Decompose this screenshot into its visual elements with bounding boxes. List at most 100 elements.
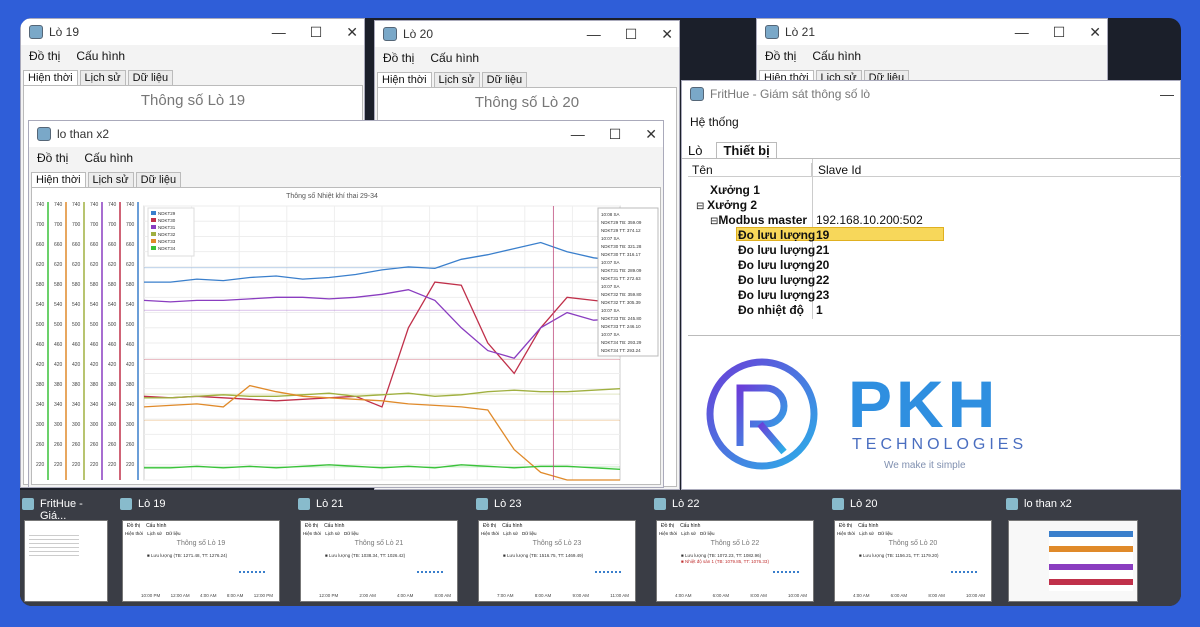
minimize-button[interactable]: — — [1160, 86, 1174, 102]
menu-item-cau-hinh[interactable]: Cấu hình — [430, 51, 480, 65]
minimize-button[interactable]: — — [1014, 24, 1029, 40]
tree-row[interactable]: Đo lưu lượng — [738, 288, 815, 302]
menu-item-do-thi[interactable]: Đồ thị — [29, 49, 61, 63]
taskbar-item[interactable]: Lò 21 Đồ thị Cấu hình Hiện thời Lịch sử Dữ li… — [296, 490, 462, 606]
axis-tick-label: 580 — [126, 282, 135, 288]
tab-lo[interactable]: Lò — [688, 143, 703, 158]
thumb-tab: Lịch sử — [325, 531, 340, 536]
axis-tick-label: 540 — [54, 302, 63, 308]
maximize-button[interactable]: ☐ — [624, 25, 638, 42]
thumb-tab: Lịch sử — [859, 531, 874, 536]
menu-item-do-thi[interactable]: Đồ thị — [765, 49, 797, 63]
taskbar-item-label: Lò 21 — [316, 498, 344, 510]
close-button[interactable]: ✕ — [1089, 23, 1101, 40]
menu-item-do-thi[interactable]: Đồ thị — [383, 51, 415, 65]
minimize-button[interactable]: — — [271, 24, 286, 40]
menu-item-cau-hinh[interactable]: Cấu hình — [812, 49, 862, 63]
tree-row[interactable]: Đo lưu lượng — [738, 243, 815, 257]
tab-hien-thoi[interactable]: Hiện thời — [31, 172, 86, 187]
column-header-slave-id[interactable]: Slave Id — [818, 163, 862, 177]
taskbar-item[interactable]: FritHue - Giá... — [20, 490, 112, 606]
menu-item-do-thi[interactable]: Đồ thị — [37, 151, 69, 165]
tab-du-lieu[interactable]: Dữ liệu — [127, 70, 174, 85]
taskbar-item[interactable]: Lò 20 Đồ thị Cấu hình Hiện thời Lịch sử Dữ li… — [830, 490, 996, 606]
column-header-ten[interactable]: Tên — [688, 163, 812, 177]
thumb-legend: ■ Nhiệt độ sàn 1 (TB: 1079.85, TT: 1076.… — [681, 559, 769, 564]
menu-bar: Đồ thị Cấu hình — [29, 147, 663, 169]
window-thumbnail[interactable]: Đồ thị Cấu hình Hiện thời Lịch sử Dữ liệu Thô… — [122, 520, 280, 602]
tree-row[interactable]: ⊟ Xưởng 2 — [696, 198, 757, 212]
taskbar-item[interactable]: Lò 19 Đồ thị Cấu hình Hiện thời Lịch sử Dữ li… — [118, 490, 284, 606]
menu-item-cau-hinh[interactable]: Cấu hình — [76, 49, 126, 63]
pkh-logo-icon — [706, 358, 818, 470]
collapse-icon[interactable]: ⊟ — [696, 201, 708, 212]
window-thumbnail[interactable]: Đồ thị Cấu hình Hiện thời Lịch sử Dữ liệu Thô… — [834, 520, 992, 602]
window-thumbnail[interactable]: Đồ thị Cấu hình Hiện thời Lịch sử Dữ liệu Thô… — [300, 520, 458, 602]
thumb-title: Thông số Lò 19 — [176, 540, 226, 547]
maximize-button[interactable]: ☐ — [1052, 23, 1066, 40]
title-bar[interactable]: Lò 19 — ☐ ✕ — [21, 19, 364, 45]
tab-hien-thoi[interactable]: Hiện thời — [23, 70, 78, 85]
app-icon — [37, 127, 51, 141]
close-button[interactable]: ✕ — [346, 23, 358, 40]
window-lo-than-x2[interactable]: lo than x2 — ☐ ✕ Đồ thị Cấu hình Hiện thời… — [28, 120, 664, 488]
menu-item-he-thong[interactable]: Hệ thống — [690, 115, 739, 129]
thumb-x-tick: 9:00 AM — [572, 593, 590, 598]
thumb-legend: ■ Lưu lượng (TB: 1271.48, TT: 1276.24) — [147, 553, 228, 558]
tree-row[interactable]: Đo lưu lượng — [738, 273, 815, 287]
axis-tick-label: 500 — [108, 322, 117, 328]
tab-lich-su[interactable]: Lịch sử — [87, 172, 134, 187]
tab-du-lieu[interactable]: Dữ liệu — [135, 172, 182, 187]
title-bar[interactable]: Lò 20 — ☐ ✕ — [375, 21, 679, 47]
axis-tick-label: 300 — [54, 422, 63, 428]
tab-du-lieu[interactable]: Dữ liệu — [481, 72, 528, 87]
thumb-tab: Hiện thời — [125, 531, 144, 536]
tooltip-line: NDKT34 TT: 293.24 — [601, 348, 641, 353]
thumb-x-tick: 6:00 AM — [890, 593, 908, 598]
maximize-button[interactable]: ☐ — [309, 23, 323, 40]
title-bar[interactable]: FritHue - Giám sát thông số lò — — [682, 81, 1180, 107]
tab-lich-su[interactable]: Lịch sử — [433, 72, 480, 87]
tree-row[interactable]: Đo nhiệt độ — [738, 303, 804, 317]
thumb-menu: Đồ thị Cấu hình — [835, 521, 991, 531]
tree-row[interactable]: Đo lưu lượng — [738, 228, 815, 242]
axis-tick-label: 420 — [126, 362, 135, 368]
title-bar[interactable]: Lò 21 — ☐ ✕ — [757, 19, 1107, 45]
thumb-x-tick: 12:00 PM — [253, 593, 273, 598]
tree-label: Đo lưu lượng — [738, 243, 816, 257]
tree-row[interactable]: Xưởng 1 — [710, 183, 760, 197]
taskbar-item[interactable]: lo than x2 — [1004, 490, 1142, 606]
close-button[interactable]: ✕ — [661, 25, 673, 42]
taskbar-item[interactable]: Lò 23 Đồ thị Cấu hình Hiện thời Lịch sử Dữ li… — [474, 490, 640, 606]
taskbar-item[interactable]: Lò 22 Đồ thị Cấu hình Hiện thời Lịch sử Dữ li… — [652, 490, 818, 606]
thumb-x-axis: 10:00 PM 12:00 AM 4:00 AM 8:00 AM 12:00 PM — [141, 593, 273, 598]
window-lo21[interactable]: Lò 21 — ☐ ✕ Đồ thị Cấu hình Hiện thời Lịch… — [756, 18, 1108, 88]
tab-lich-su[interactable]: Lịch sử — [79, 70, 126, 85]
window-thumbnail[interactable] — [24, 520, 108, 602]
window-thumbnail[interactable]: Đồ thị Cấu hình Hiện thời Lịch sử Dữ liệu Thô… — [478, 520, 636, 602]
tab-thiet-bi[interactable]: Thiết bị — [716, 142, 777, 158]
window-thumbnail[interactable]: Đồ thị Cấu hình Hiện thời Lịch sử Dữ liệu Thô… — [656, 520, 814, 602]
thumb-x-axis: 4:00 AM 6:00 AM 8:00 AM 10:00 AM — [675, 593, 807, 598]
minimize-button[interactable]: — — [570, 126, 585, 142]
thumb-x-tick: 12:00 AM — [170, 593, 190, 598]
tree-value: 1 — [816, 303, 823, 317]
axis-tick-label: 660 — [72, 242, 81, 248]
minimize-button[interactable]: — — [586, 26, 601, 42]
app-icon — [383, 27, 397, 41]
thumb-legend: ■ Lưu lượng (TB: 1516.75, TT: 1469.49) — [503, 553, 584, 558]
menu-item-cau-hinh[interactable]: Cấu hình — [84, 151, 134, 165]
tree-value: 20 — [816, 258, 830, 272]
selected-row-highlight — [736, 227, 944, 241]
window-thumbnail[interactable] — [1008, 520, 1138, 602]
tab-hien-thoi[interactable]: Hiện thời — [377, 72, 432, 87]
temperature-chart: Thông số Nhiệt khí thai 29-34 740 700 660 62… — [36, 191, 659, 481]
window-title: Lò 19 — [49, 25, 80, 39]
tree-row[interactable]: Đo lưu lượng — [738, 258, 815, 272]
close-button[interactable]: ✕ — [645, 125, 657, 142]
title-bar[interactable]: lo than x2 — ☐ ✕ — [29, 121, 663, 147]
tab-strip: Hiện thời Lịch sử Dữ liệu — [375, 69, 679, 87]
tree-row[interactable]: ⊟Modbus master — [710, 213, 807, 227]
maximize-button[interactable]: ☐ — [608, 125, 622, 142]
collapse-icon[interactable]: ⊟ — [710, 216, 719, 227]
